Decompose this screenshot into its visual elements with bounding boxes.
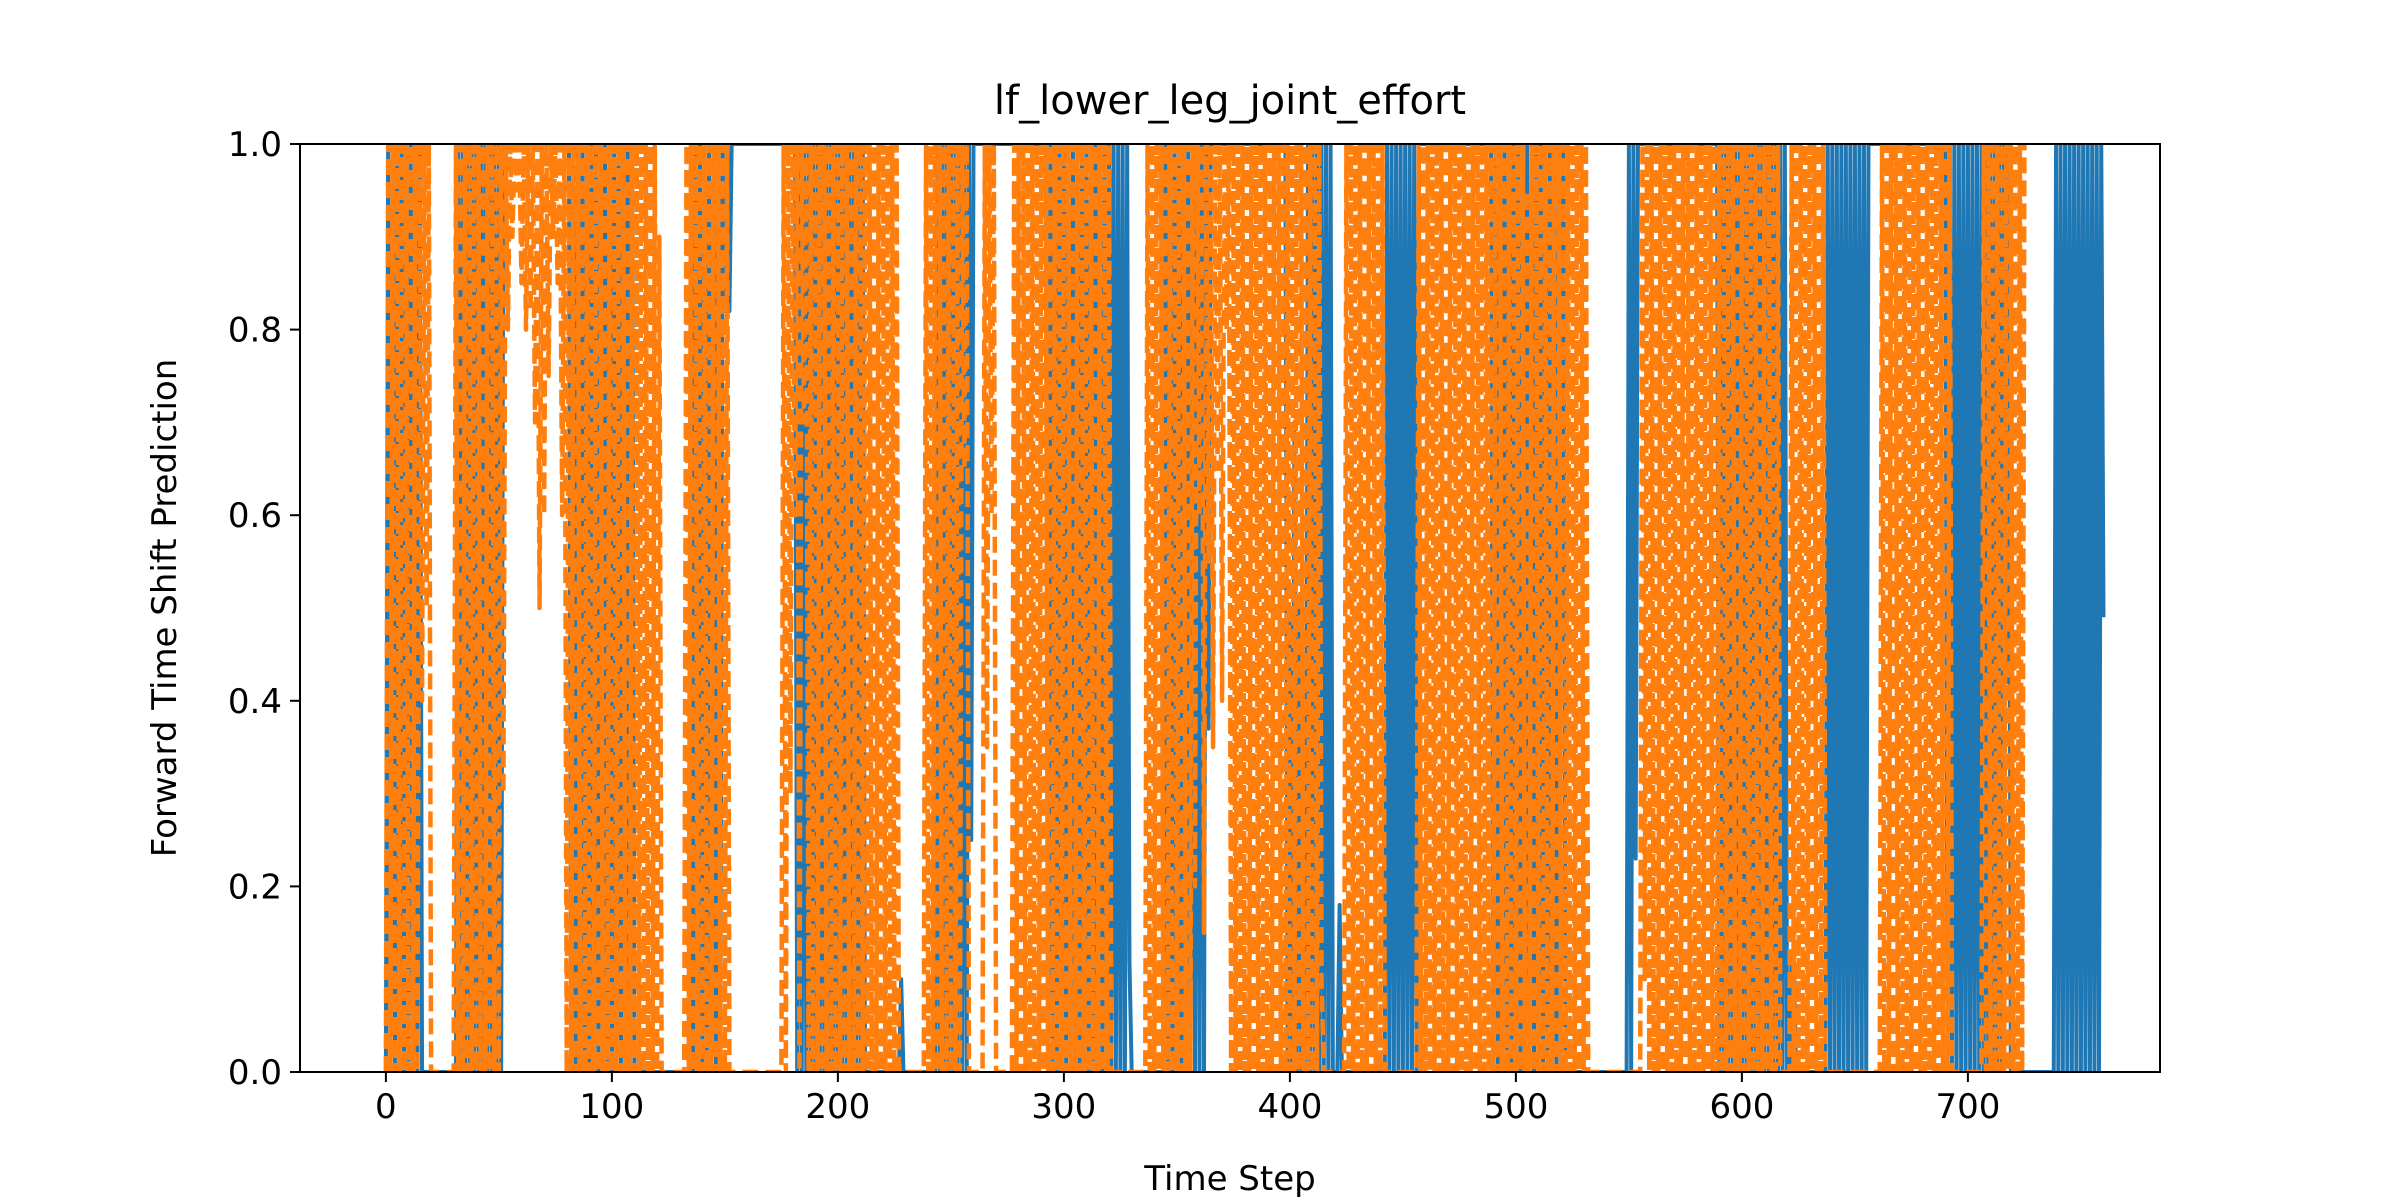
plot-frame: [299, 143, 2161, 1073]
series-line-2: [383, 144, 2027, 1072]
x-axis: 0 100 200 300 400 500 600 700: [375, 1072, 2000, 1127]
x-tick-label: 0: [375, 1087, 397, 1127]
y-tick-label: 0.4: [228, 682, 282, 722]
x-tick-label: 700: [1935, 1087, 2000, 1127]
x-tick-label: 200: [805, 1087, 870, 1127]
y-tick-label: 0.6: [228, 496, 282, 536]
y-tick-label: 0.8: [228, 311, 282, 351]
x-tick-label: 500: [1483, 1087, 1548, 1127]
x-tick-label: 400: [1257, 1087, 1322, 1127]
x-tick-label: 100: [579, 1087, 644, 1127]
y-tick-label: 0.2: [228, 867, 282, 907]
series-layer: [383, 144, 2106, 1072]
x-tick-label: 300: [1031, 1087, 1096, 1127]
x-axis-label: Time Step: [1143, 1159, 1315, 1199]
y-tick-label: 1.0: [228, 125, 282, 165]
chart-title: lf_lower_leg_joint_effort: [994, 78, 1466, 124]
y-axis-label: Forward Time Shift Prediction: [145, 359, 185, 858]
y-axis: 0.0 0.2 0.4 0.6 0.8 1.0: [228, 125, 300, 1093]
y-tick-label: 0.0: [228, 1053, 282, 1093]
x-tick-label: 600: [1709, 1087, 1774, 1127]
